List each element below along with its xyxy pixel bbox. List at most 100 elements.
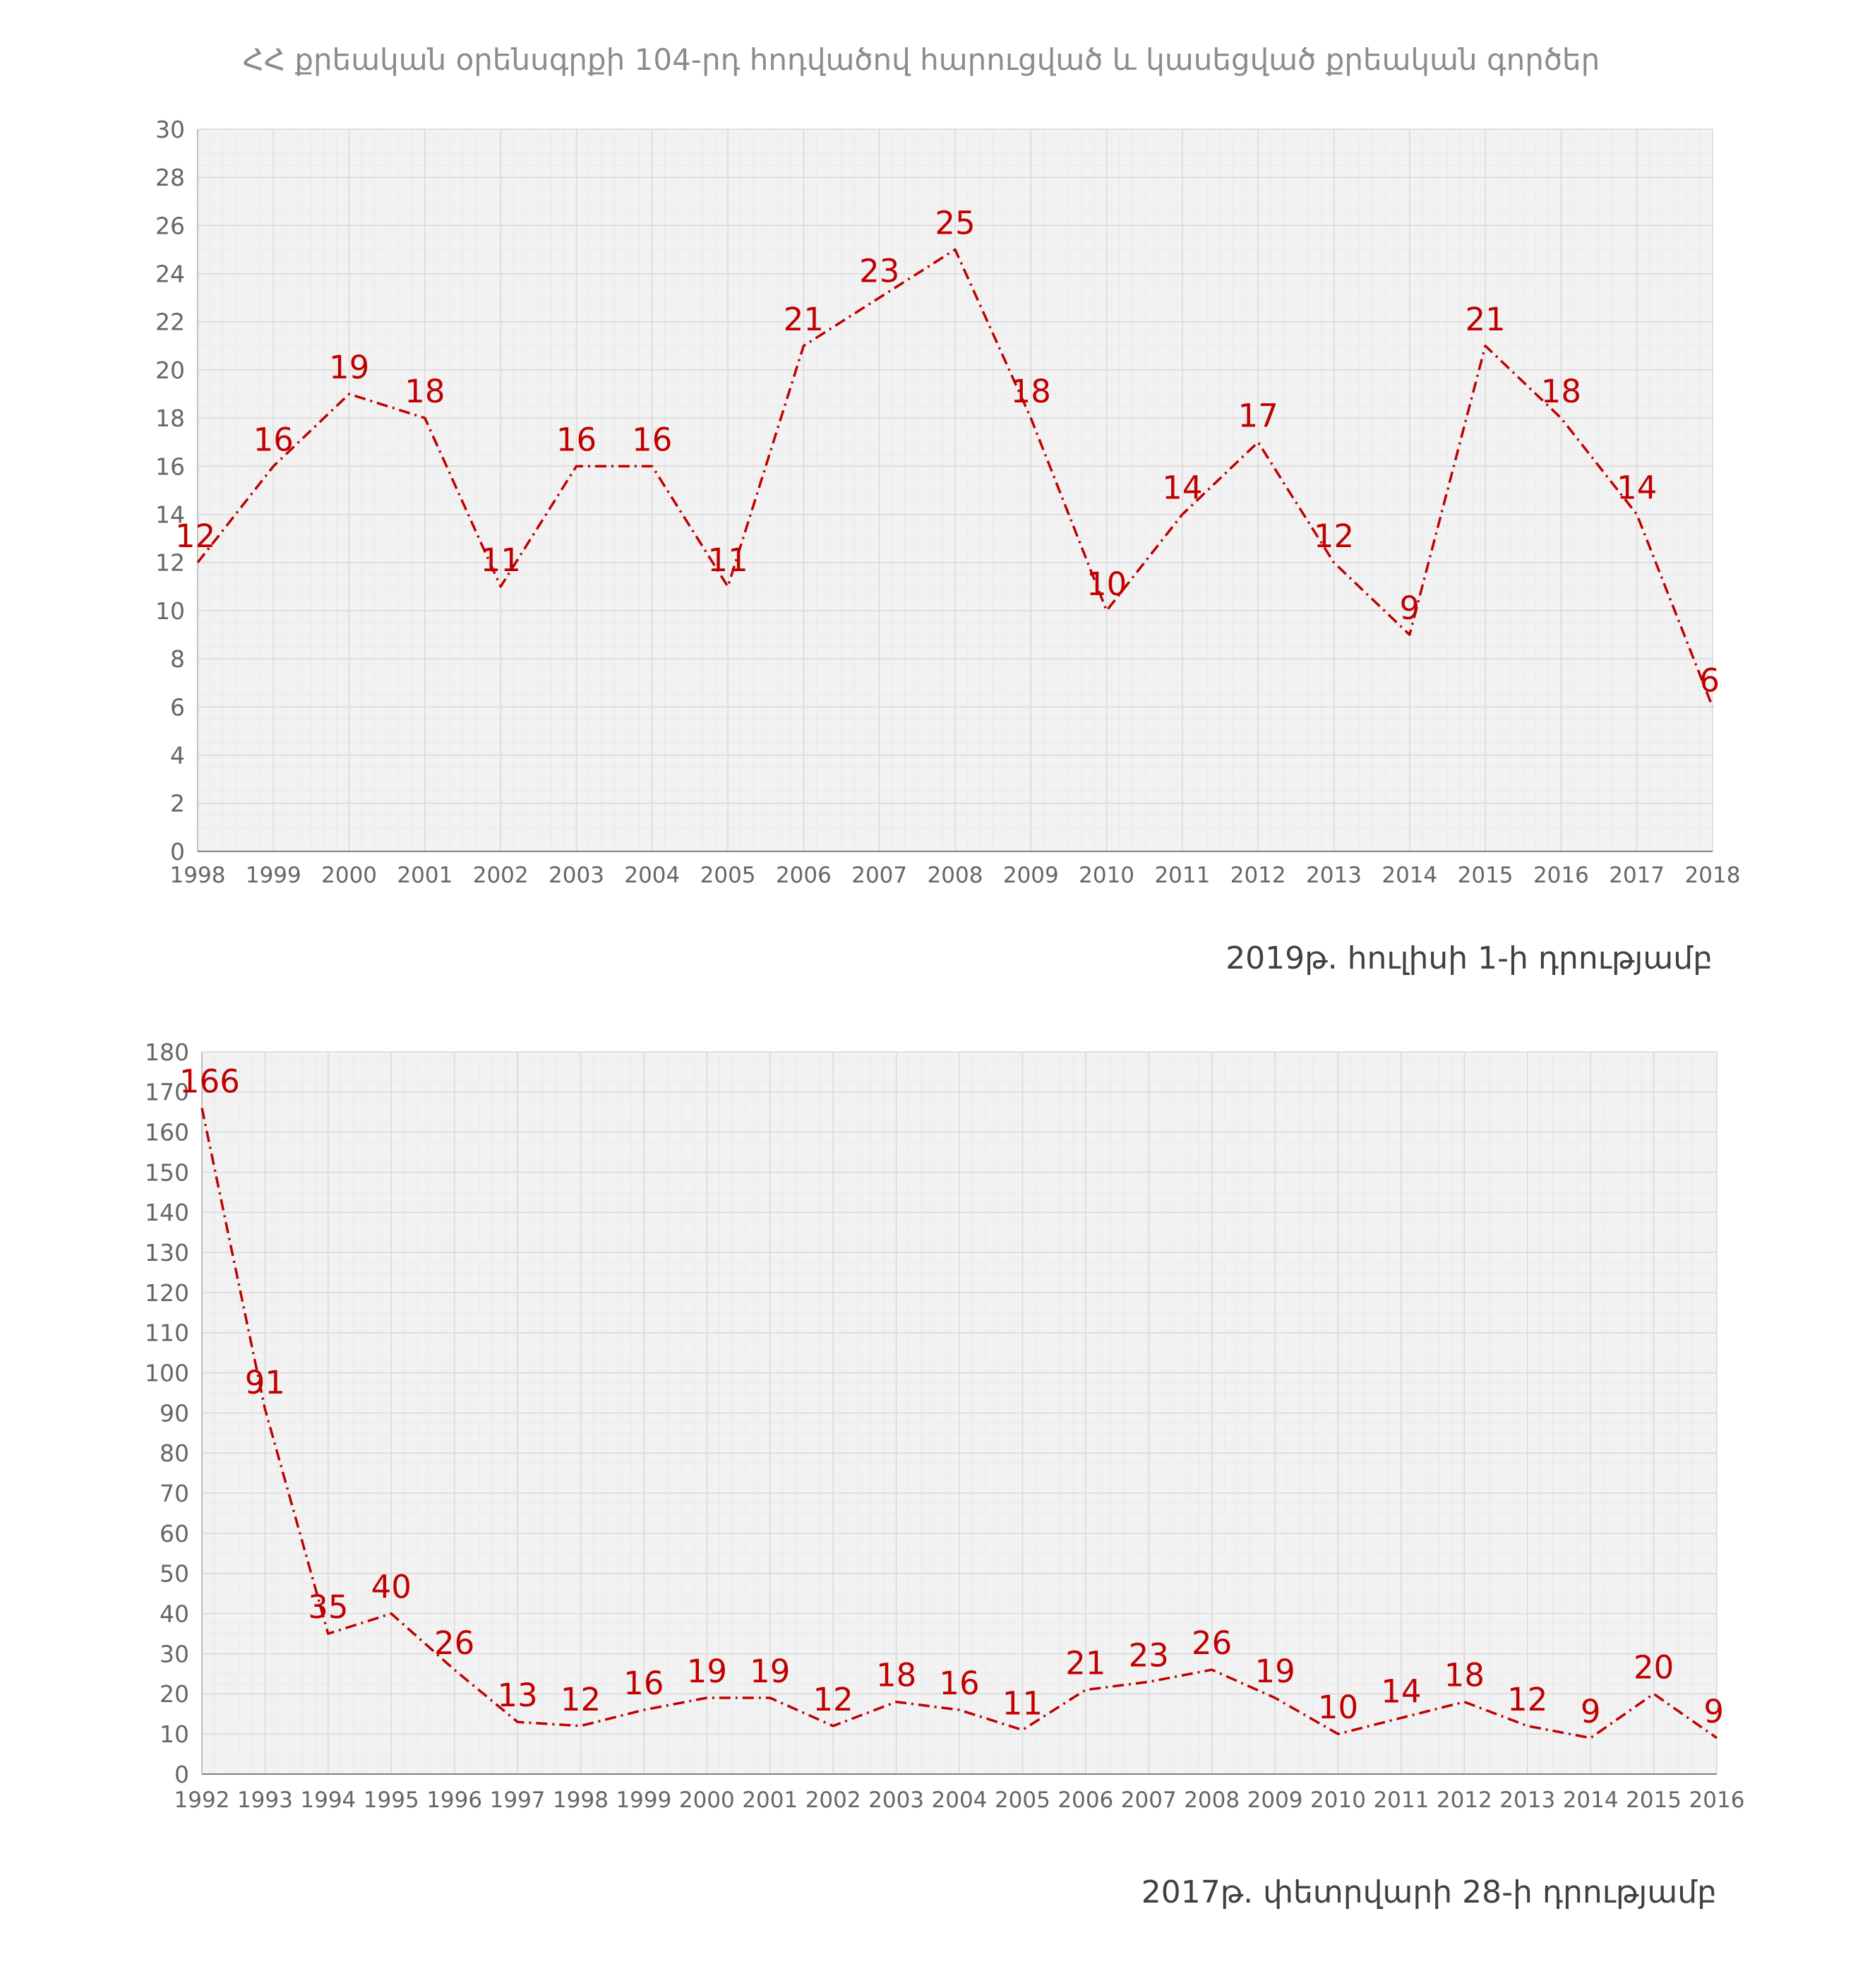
y-tick-label: 30 <box>160 1640 189 1667</box>
data-label: 16 <box>623 1665 664 1702</box>
x-tick-label: 2016 <box>1689 1788 1745 1813</box>
x-tick-label: 2004 <box>624 863 680 888</box>
x-tick-label: 2015 <box>1458 863 1514 888</box>
y-tick-label: 40 <box>160 1600 189 1628</box>
data-label: 19 <box>687 1653 727 1690</box>
x-tick-label: 2017 <box>1609 863 1665 888</box>
y-tick-label: 80 <box>160 1439 189 1467</box>
data-label: 12 <box>1507 1681 1547 1718</box>
data-label: 17 <box>1238 397 1278 434</box>
x-tick-label: 2006 <box>1057 1788 1113 1813</box>
x-tick-label: 1995 <box>364 1788 419 1813</box>
data-label: 14 <box>1617 469 1657 507</box>
x-tick-label: 1998 <box>553 1788 609 1813</box>
x-tick-label: 1999 <box>616 1788 671 1813</box>
y-tick-label: 70 <box>160 1480 189 1507</box>
data-label: 19 <box>329 349 369 386</box>
x-tick-label: 2015 <box>1626 1788 1682 1813</box>
y-tick-label: 24 <box>155 260 185 287</box>
x-tick-label: 1997 <box>490 1788 546 1813</box>
y-tick-label: 28 <box>155 164 185 191</box>
y-axis: 0 10 20 30 40 50 60 70 80 90 100 110 120 130 140 150 160… <box>145 1038 189 1788</box>
y-tick-label: 170 <box>145 1079 189 1106</box>
data-label: 12 <box>561 1681 601 1718</box>
x-tick-label: 2003 <box>868 1788 924 1813</box>
y-tick-label: 12 <box>155 549 185 577</box>
data-label: 13 <box>497 1677 537 1714</box>
data-label: 18 <box>1011 373 1051 410</box>
y-tick-label: 60 <box>160 1520 189 1547</box>
data-label: 21 <box>1065 1645 1105 1682</box>
x-tick-label: 2002 <box>805 1788 861 1813</box>
y-tick-label: 100 <box>145 1360 189 1387</box>
chart-caption: 2019թ. հուլիսի 1-ի դրությամբ <box>1225 940 1713 976</box>
y-tick-label: 6 <box>170 693 185 721</box>
data-label: 18 <box>1541 373 1581 410</box>
data-label: 12 <box>813 1681 853 1718</box>
data-label: 10 <box>1086 565 1127 603</box>
page-title: ՀՀ քրեական օրենսգրքի 104-րդ հոդվածով հար… <box>243 42 1600 77</box>
x-tick-label: 2010 <box>1310 1788 1366 1813</box>
x-tick-label: 2004 <box>932 1788 988 1813</box>
x-tick-label: 2014 <box>1381 863 1437 888</box>
x-tick-label: 2011 <box>1154 863 1210 888</box>
data-label: 25 <box>935 205 975 242</box>
y-tick-label: 2 <box>170 790 185 818</box>
x-tick-label: 1992 <box>174 1788 230 1813</box>
data-label: 21 <box>1465 301 1505 338</box>
data-label: 26 <box>1192 1624 1232 1662</box>
data-label: 18 <box>876 1657 916 1694</box>
y-tick-label: 180 <box>145 1038 189 1066</box>
y-tick-label: 16 <box>155 453 185 480</box>
x-tick-label: 2013 <box>1499 1788 1555 1813</box>
data-label: 11 <box>481 541 521 579</box>
data-label: 16 <box>632 421 672 458</box>
data-label: 20 <box>1634 1648 1674 1686</box>
data-label: 9 <box>1581 1693 1601 1730</box>
data-label: 19 <box>1254 1653 1295 1690</box>
y-tick-label: 14 <box>155 501 185 528</box>
x-tick-label: 2000 <box>321 863 377 888</box>
x-tick-label: 1999 <box>246 863 301 888</box>
data-label: 35 <box>308 1588 348 1626</box>
x-axis: 1998 1999 2000 2001 2002 2003 2004 2005 2006 2007… <box>170 863 1741 888</box>
x-tick-label: 2018 <box>1685 863 1741 888</box>
data-label: 23 <box>859 253 899 290</box>
x-tick-label: 2016 <box>1533 863 1589 888</box>
x-tick-label: 2000 <box>679 1788 735 1813</box>
x-tick-label: 2001 <box>742 1788 798 1813</box>
x-tick-label: 2010 <box>1079 863 1134 888</box>
data-label: 6 <box>1699 661 1720 699</box>
y-tick-label: 90 <box>160 1399 189 1427</box>
x-tick-label: 2005 <box>995 1788 1050 1813</box>
y-tick-label: 160 <box>145 1119 189 1146</box>
gridlines <box>201 1051 1718 1775</box>
data-label: 91 <box>245 1364 285 1401</box>
x-tick-label: 2007 <box>851 863 907 888</box>
data-label: 11 <box>1002 1684 1043 1722</box>
chart-caption: 2017թ. փետրվարի 28-ի դրությամբ <box>1141 1874 1717 1910</box>
data-label: 18 <box>404 373 445 410</box>
y-tick-label: 8 <box>170 645 185 673</box>
data-label: 19 <box>750 1653 790 1690</box>
x-tick-label: 2003 <box>549 863 604 888</box>
x-tick-label: 2001 <box>397 863 452 888</box>
y-tick-label: 10 <box>160 1720 189 1748</box>
x-tick-label: 2013 <box>1306 863 1362 888</box>
data-label: 9 <box>1703 1693 1724 1730</box>
data-label: 26 <box>434 1624 474 1662</box>
data-label: 16 <box>939 1665 979 1702</box>
data-label: 9 <box>1399 589 1420 627</box>
data-label: 16 <box>556 421 597 458</box>
data-label: 10 <box>1318 1689 1358 1726</box>
data-label: 21 <box>784 301 824 338</box>
series-line <box>196 248 1714 708</box>
x-tick-label: 2006 <box>776 863 832 888</box>
x-tick-label: 2009 <box>1003 863 1059 888</box>
x-tick-label: 2014 <box>1563 1788 1619 1813</box>
data-label: 12 <box>1314 517 1354 555</box>
series-line <box>200 1108 1718 1740</box>
data-label: 166 <box>179 1063 240 1101</box>
